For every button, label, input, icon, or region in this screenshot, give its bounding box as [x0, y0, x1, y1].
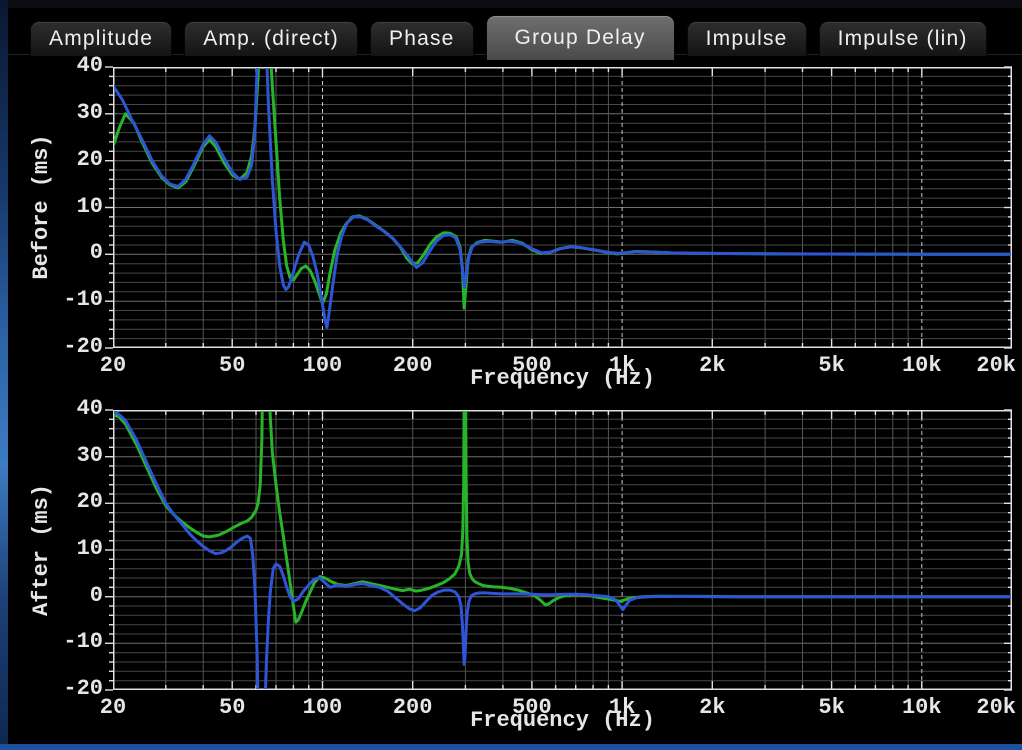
window-border-bottom: [0, 744, 1022, 750]
after-axis-title: After (ms): [29, 483, 54, 617]
x-tick-label: 20: [99, 695, 127, 720]
x-tick-label: 5k: [818, 353, 845, 378]
plot-frame: [113, 67, 1012, 348]
x-tick-label: 200: [392, 695, 433, 720]
tab-bar: Amplitude Amp. (direct) Phase Group Delay Im…: [8, 8, 987, 60]
tab-amp-direct[interactable]: Amp. (direct): [184, 21, 358, 56]
before-green-trace: [114, 68, 1011, 310]
y-tick-label: 40: [76, 53, 103, 78]
window-border-left: [0, 0, 8, 750]
frequency-axis-title-bottom: Frequency (Hz): [470, 708, 655, 733]
x-tick-label: 1k: [608, 695, 636, 720]
after-blue-trace: [114, 411, 1011, 689]
x-tick-label: 20k: [976, 353, 1016, 378]
y-tick-label: 20: [76, 146, 103, 172]
after-green-trace: [114, 411, 1011, 624]
x-tick-label: 2k: [699, 695, 726, 720]
gridlines: [113, 410, 1012, 690]
y-tick-label: -10: [63, 287, 103, 313]
gridlines: [113, 67, 1012, 348]
y-tick-label: -20: [63, 334, 103, 359]
before-axis-title: Before (ms): [29, 134, 54, 280]
x-tick-label: 100: [302, 695, 343, 720]
axis-ticks: [105, 409, 1012, 691]
y-tick-label: 30: [76, 442, 103, 468]
plot-after: [105, 409, 1012, 691]
y-tick-label: 10: [76, 536, 103, 561]
tab-impulse[interactable]: Impulse: [686, 21, 807, 56]
x-tick-label: 2k: [699, 353, 726, 378]
y-tick-label: -20: [63, 676, 103, 701]
x-tick-label: 500: [512, 353, 552, 378]
y-tick-label: 0: [89, 582, 103, 608]
x-tick-label: 10k: [901, 353, 942, 378]
plot-before: [105, 66, 1012, 349]
plot-frame: [113, 410, 1012, 690]
y-tick-label: 20: [76, 489, 103, 515]
traces: [114, 68, 1011, 329]
x-tick-label: 10k: [901, 695, 942, 720]
tab-impulse-lin[interactable]: Impulse (lin): [818, 21, 987, 56]
y-tick-label: 30: [76, 99, 103, 125]
before-blue-trace: [114, 68, 1011, 329]
x-tick-label: 20: [99, 353, 127, 378]
x-tick-label: 500: [512, 695, 552, 720]
x-tick-label: 5k: [818, 695, 845, 720]
window-border-top: [0, 0, 1022, 8]
x-tick-label: 100: [302, 353, 343, 378]
traces: [114, 411, 1011, 689]
frequency-axis-title-top: Frequency (Hz): [470, 366, 655, 391]
x-tick-label: 50: [219, 353, 246, 378]
y-tick-label: 40: [76, 396, 103, 421]
y-tick-label: 10: [76, 193, 103, 219]
x-tick-label: 20k: [976, 695, 1016, 720]
x-tick-label: 50: [219, 695, 246, 720]
y-tick-label: 0: [89, 240, 103, 266]
x-tick-label: 200: [392, 353, 433, 378]
tab-phase[interactable]: Phase: [369, 21, 474, 56]
y-tick-label: -10: [63, 629, 103, 655]
tab-amplitude[interactable]: Amplitude: [30, 21, 173, 56]
tab-group-delay[interactable]: Group Delay: [485, 15, 675, 60]
x-tick-label: 1k: [608, 353, 636, 378]
